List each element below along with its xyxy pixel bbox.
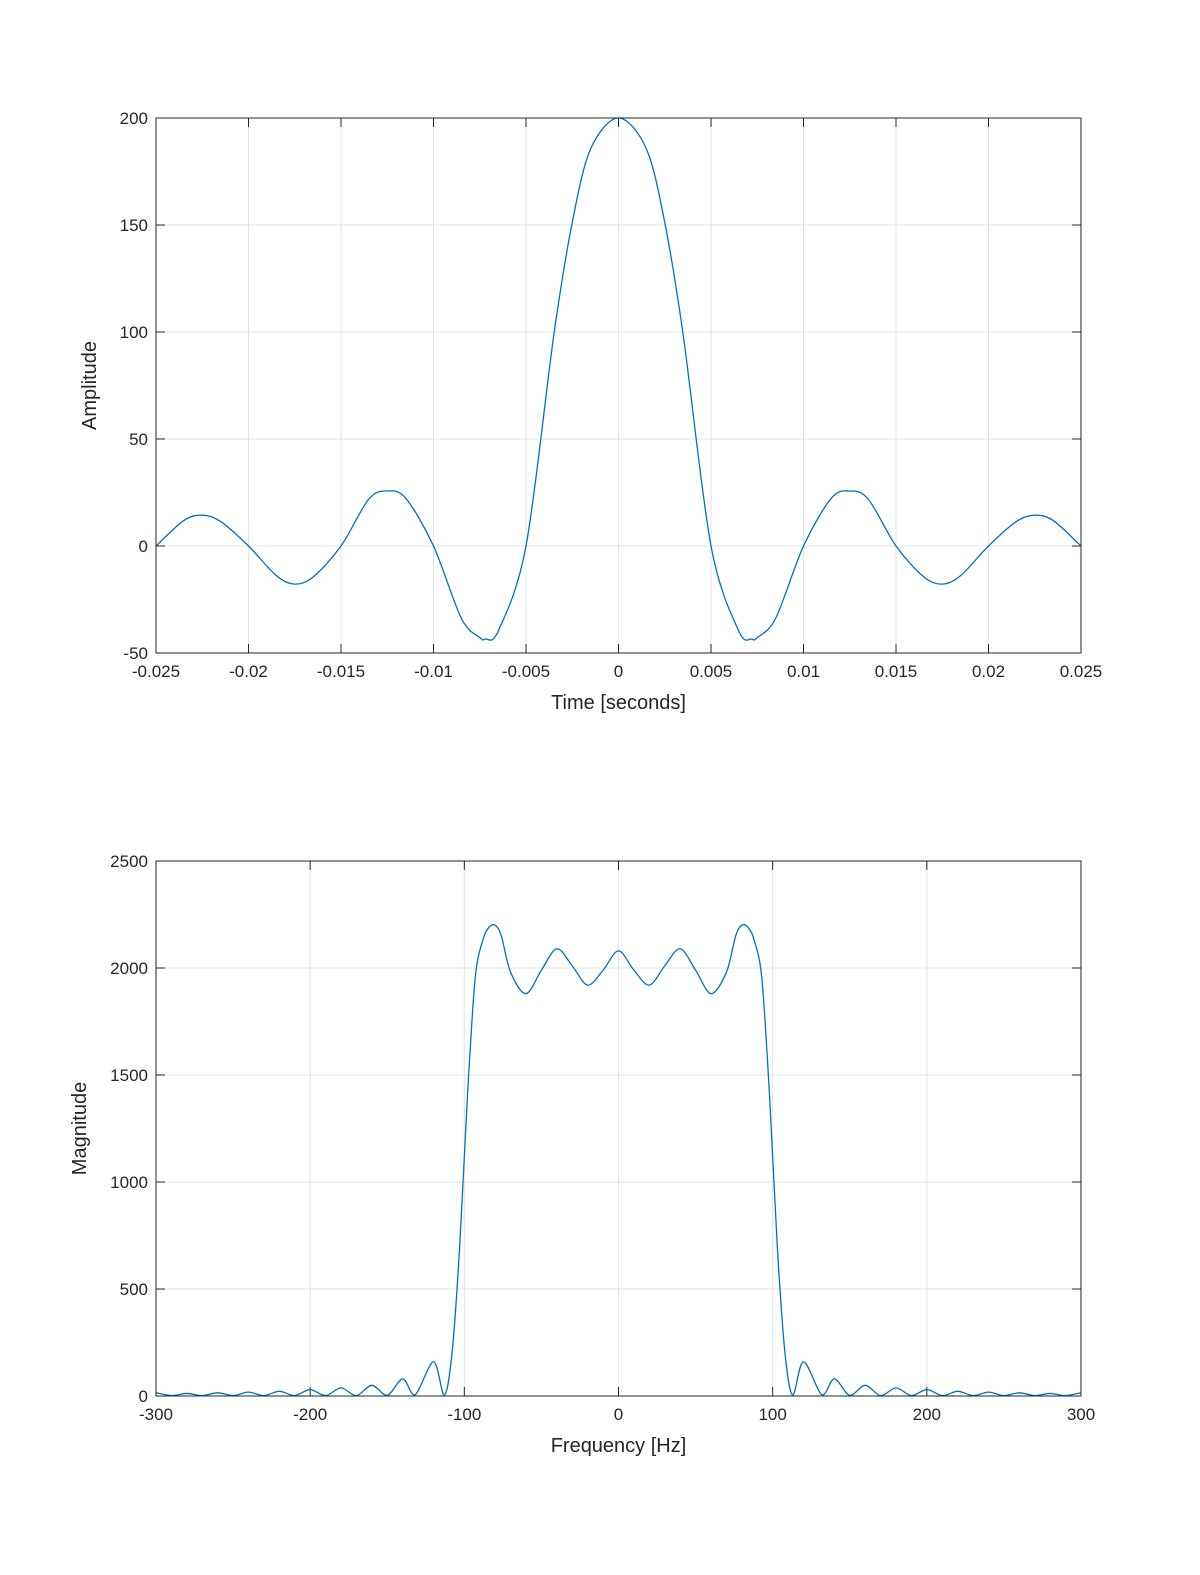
frequency-domain-y-tick-label: 1000 bbox=[110, 1173, 148, 1192]
time-domain-ticks: -0.025 -0.02 -0.015 -0.01 -0.005 0 0.005 0.01 0.… bbox=[120, 109, 1103, 681]
frequency-domain-x-tick-label: 200 bbox=[913, 1405, 941, 1424]
time-domain-x-tick-label: -0.01 bbox=[414, 662, 453, 681]
frequency-domain-series-line bbox=[155, 923, 1082, 1397]
time-domain-x-tick-label: -0.025 bbox=[132, 662, 180, 681]
frequency-domain-y-tick-label: 500 bbox=[120, 1280, 148, 1299]
frequency-domain-x-axis-label: Frequency [Hz] bbox=[551, 1435, 687, 1457]
frequency-domain-y-tick-label: 0 bbox=[139, 1387, 148, 1406]
time-domain-x-tick-label: 0.02 bbox=[972, 662, 1005, 681]
frequency-domain-x-tick-label: -100 bbox=[447, 1405, 481, 1424]
time-domain-y-axis-label: Amplitude bbox=[79, 341, 101, 430]
frequency-domain-x-tick-label: 0 bbox=[614, 1405, 623, 1424]
time-domain-y-tick-label: 0 bbox=[139, 537, 148, 556]
time-domain-x-tick-label: 0.025 bbox=[1060, 662, 1103, 681]
time-domain-y-tick-label: 100 bbox=[120, 323, 148, 342]
frequency-domain-y-tick-label: 1500 bbox=[110, 1066, 148, 1085]
frequency-domain-axes-frame bbox=[155, 860, 1082, 1397]
time-domain-axes-frame bbox=[155, 117, 1082, 654]
time-domain-x-tick-label: 0.005 bbox=[690, 662, 733, 681]
time-domain-x-axis-label: Time [seconds] bbox=[551, 692, 686, 714]
frequency-domain-plot-area bbox=[155, 923, 1082, 1397]
frequency-domain-y-axis-label: Magnitude bbox=[69, 1082, 91, 1175]
time-domain-y-tick-label: 50 bbox=[129, 430, 148, 449]
frequency-domain-y-tick-label: 2500 bbox=[110, 852, 148, 871]
time-domain-y-tick-label: -50 bbox=[123, 644, 148, 663]
time-domain-x-tick-label: -0.015 bbox=[317, 662, 365, 681]
frequency-domain-x-tick-label: -300 bbox=[139, 1405, 173, 1424]
time-domain-y-tick-label: 150 bbox=[120, 216, 148, 235]
time-domain-x-tick-label: -0.02 bbox=[229, 662, 268, 681]
frequency-domain-y-tick-label: 2000 bbox=[110, 959, 148, 978]
time-domain-x-tick-label: 0.01 bbox=[787, 662, 820, 681]
time-domain-x-tick-label: -0.005 bbox=[502, 662, 550, 681]
frequency-domain-x-tick-label: 300 bbox=[1067, 1405, 1095, 1424]
time-domain-chart: -0.025 -0.02 -0.015 -0.01 -0.005 0 0.005 0.01 0.… bbox=[79, 109, 1102, 714]
frequency-domain-x-tick-label: -200 bbox=[293, 1405, 327, 1424]
frequency-domain-chart: -300 -200 -100 0 100 200 300 0 500 1000 1500 2000 25… bbox=[69, 852, 1095, 1457]
frequency-domain-x-tick-label: 100 bbox=[758, 1405, 786, 1424]
time-domain-x-tick-label: 0 bbox=[614, 662, 623, 681]
time-domain-y-tick-label: 200 bbox=[120, 109, 148, 128]
time-domain-x-tick-label: 0.015 bbox=[875, 662, 918, 681]
